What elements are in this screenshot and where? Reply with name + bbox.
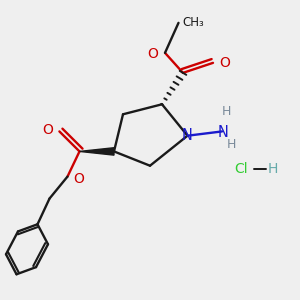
Text: CH₃: CH₃: [182, 16, 204, 29]
Text: O: O: [220, 56, 230, 70]
Text: O: O: [147, 47, 158, 61]
Text: O: O: [43, 123, 53, 137]
Text: O: O: [74, 172, 84, 186]
Text: H: H: [226, 138, 236, 151]
Text: N: N: [217, 125, 228, 140]
Text: N: N: [182, 128, 193, 143]
Polygon shape: [80, 148, 114, 155]
Text: H: H: [267, 162, 278, 176]
Text: H: H: [222, 105, 231, 118]
Text: Cl: Cl: [235, 162, 248, 176]
